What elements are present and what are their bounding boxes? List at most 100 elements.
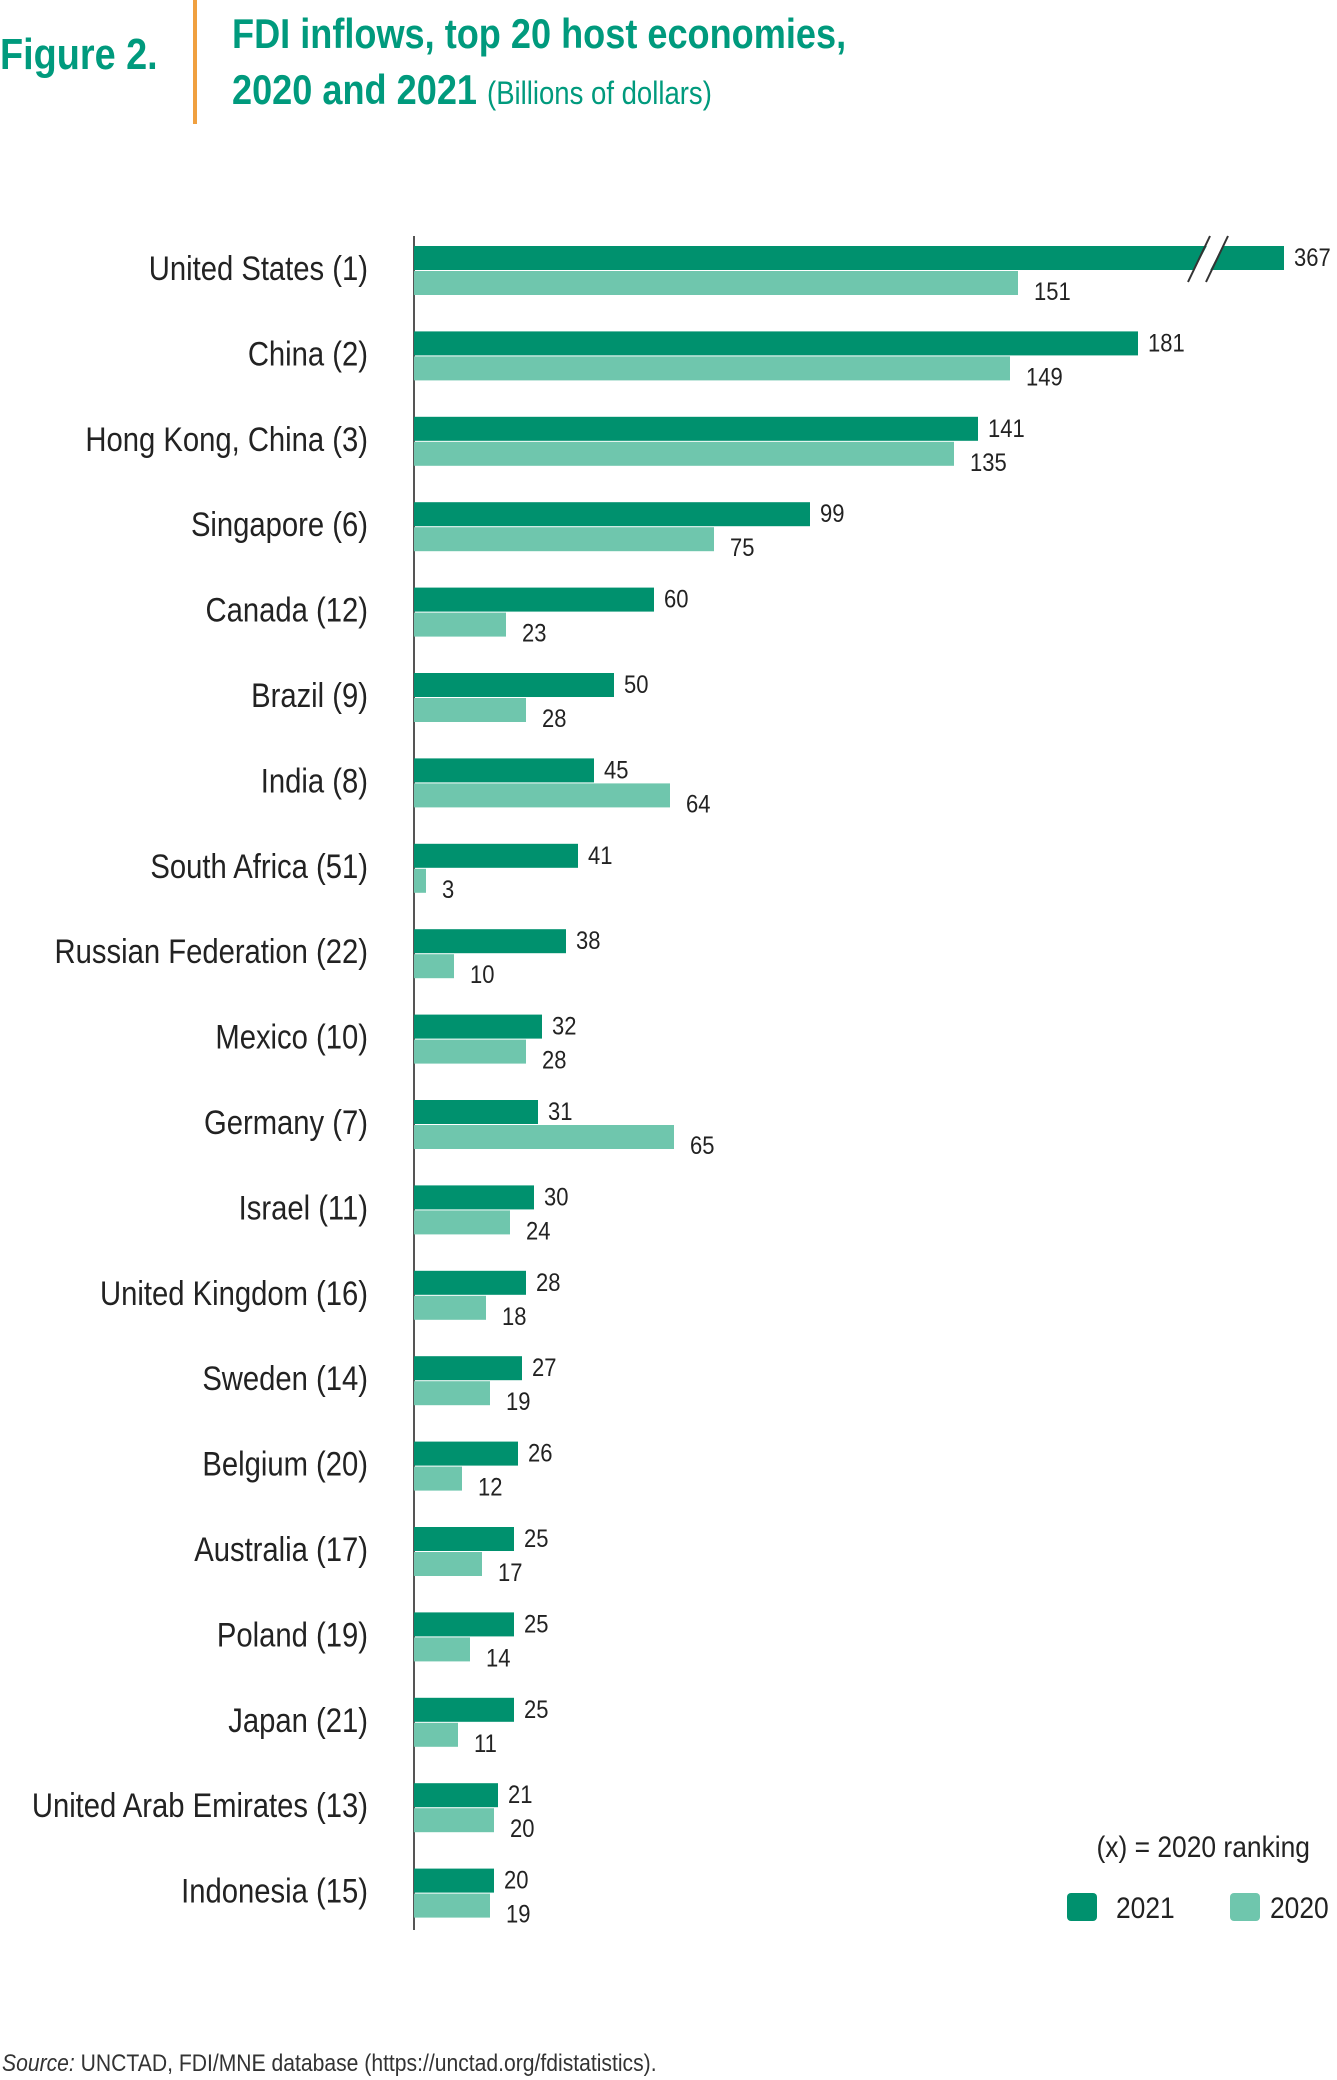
data-label-2021: 141 [988,415,1025,443]
data-label-2021: 45 [604,756,628,784]
category-label: Australia (17) [194,1530,368,1569]
bar-2020 [414,1722,458,1747]
category-label: Germany (7) [204,1103,368,1142]
data-label-2020: 23 [522,619,546,647]
bar-2020 [414,783,670,808]
data-label-2021: 181 [1148,329,1185,357]
bar-2021 [414,1100,538,1124]
category-label: South Africa (51) [150,847,368,886]
axis-break-mark [1205,235,1229,283]
bar-2020 [414,1039,526,1064]
category-label: Poland (19) [217,1615,368,1654]
bar-2021 [414,1441,518,1466]
category-label: India (8) [261,761,368,800]
data-label-2020: 75 [730,534,754,562]
bar-2020 [414,1466,462,1491]
bar-2021 [414,416,978,441]
figure-header: Figure 2. FDI inflows, top 20 host econo… [0,0,1337,130]
data-label-2021: 32 [552,1012,576,1040]
data-label-2020: 19 [506,1900,530,1928]
category-label: Hong Kong, China (3) [85,420,368,459]
source-note: Source: UNCTAD, FDI/MNE database (https:… [2,2050,657,2078]
data-label-2020: 151 [1034,278,1071,306]
bar-2021 [414,587,654,612]
bar-2021 [414,1014,542,1039]
category-label: United Kingdom (16) [100,1274,368,1313]
bar-2020 [414,1381,490,1406]
source-label: Source: [2,2050,75,2077]
bar-2021 [414,843,578,868]
data-label-2021: 25 [524,1696,548,1724]
bar-2020 [414,1893,490,1918]
title-line-2: 2020 and 2021 (Billions of dollars) [232,62,846,121]
bar-2020 [414,954,454,979]
bar-2021 [414,1612,514,1637]
data-label-2021: 60 [664,585,688,613]
data-label-2020: 64 [686,790,710,818]
bar-2021 [414,673,614,697]
data-label-2021: 30 [544,1183,568,1211]
bar-2020 [414,698,526,722]
bar-2020 [414,527,714,552]
category-label: Russian Federation (22) [55,932,368,971]
bar-2020 [414,1637,470,1662]
axis-break-gap [1190,240,1226,278]
category-label: Belgium (20) [202,1445,368,1484]
bar-2021 [414,1356,522,1381]
bar-2021 [414,929,566,954]
bar-2020 [414,441,954,466]
data-label-2020: 149 [1026,363,1063,391]
data-label-2020: 24 [526,1217,550,1245]
category-label: China (2) [248,334,368,373]
data-label-2020: 28 [542,705,566,733]
bar-2021 [414,1783,498,1808]
data-label-2021: 31 [548,1098,572,1126]
data-label-2020: 135 [970,449,1007,477]
bar-2020 [414,1210,510,1235]
bar-2021 [414,246,1284,270]
bar-2021 [414,331,1138,356]
category-label: Japan (21) [228,1701,368,1740]
bar-2020 [414,1808,494,1833]
data-label-2021: 27 [532,1354,556,1382]
bar-2020 [414,1295,486,1320]
data-label-2020: 18 [502,1303,526,1331]
bar-2021 [414,1270,526,1295]
legend-label-2021: 2021 [1116,1890,1175,1924]
data-label-2020: 17 [498,1559,522,1587]
legend-swatch-2021 [1067,1893,1097,1921]
data-label-2020: 3 [442,876,454,904]
category-label: Brazil (9) [251,676,368,715]
category-label: Mexico (10) [215,1018,368,1057]
data-label-2020: 11 [474,1730,497,1758]
chart-title: FDI inflows, top 20 host economies, 2020… [232,6,846,121]
data-label-2021: 26 [528,1439,552,1467]
title-years: 2020 and 2021 [232,66,477,113]
bar-2021 [414,1697,514,1722]
source-text: UNCTAD, FDI/MNE database (https://unctad… [80,2050,657,2077]
bar-2021 [414,1527,514,1551]
legend-swatch-2020 [1230,1893,1260,1921]
data-label-2021: 25 [524,1525,548,1553]
category-label: Canada (12) [206,591,368,630]
bar-2020 [414,356,1010,381]
bar-2021 [414,758,594,783]
category-label: Singapore (6) [191,505,368,544]
bar-2020 [414,271,1018,295]
bar-2020 [414,868,426,893]
category-label: Indonesia (15) [181,1872,368,1911]
data-label-2021: 21 [508,1781,532,1809]
figure-label: Figure 2. [0,30,158,79]
bar-2020 [414,1125,674,1149]
bar-2021 [414,1185,534,1210]
category-label: Sweden (14) [202,1359,368,1398]
data-label-2020: 14 [486,1644,510,1672]
header-divider [193,0,197,124]
category-label: United Arab Emirates (13) [32,1786,368,1825]
legend-label-2020: 2020 [1270,1890,1329,1924]
data-label-2021: 38 [576,927,600,955]
category-label: Israel (11) [239,1188,368,1227]
data-label-2021: 25 [524,1610,548,1638]
data-label-2020: 12 [478,1473,502,1501]
data-label-2021: 41 [588,842,612,870]
